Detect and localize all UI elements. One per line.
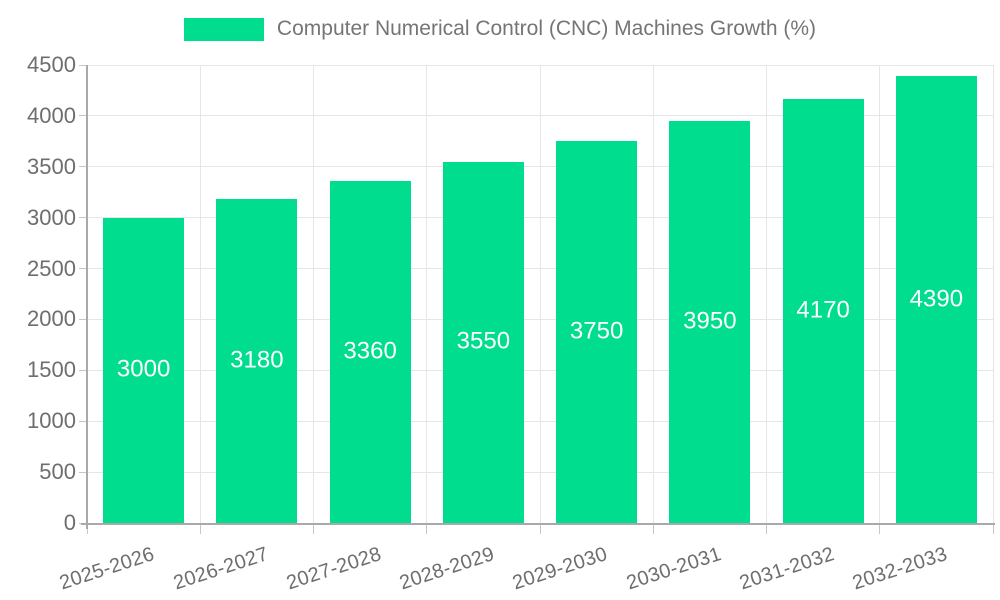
bar-value-label: 3360	[343, 337, 397, 365]
x-tick	[766, 525, 767, 534]
x-tick	[313, 525, 314, 534]
x-tick-label: 2030-2031	[623, 543, 724, 595]
x-tick-label: 2026-2027	[170, 543, 271, 595]
bar: 3750	[556, 141, 638, 523]
y-tick-label: 0	[63, 510, 76, 535]
y-axis-line	[86, 65, 88, 529]
legend-swatch	[183, 17, 264, 41]
y-tick-label: 4500	[27, 52, 76, 77]
bar: 3180	[216, 199, 298, 523]
x-tick-label: 2025-2026	[57, 543, 158, 595]
bar-value-label: 4390	[909, 285, 964, 313]
v-gridline	[426, 65, 428, 523]
x-tick	[992, 525, 994, 534]
bar: 3950	[669, 120, 751, 523]
bar: 4390	[895, 76, 977, 523]
bar: 3000	[103, 217, 185, 523]
v-gridline	[313, 65, 314, 523]
bar-value-label: 3750	[569, 317, 624, 345]
x-tick-label: 2031-2032	[736, 543, 837, 595]
bar: 3360	[329, 181, 411, 523]
y-tick-label: 1000	[27, 408, 76, 434]
x-tick-label: 2027-2028	[283, 543, 384, 595]
y-tick-label: 4000	[27, 102, 76, 128]
x-tick-label: 2028-2029	[396, 543, 498, 595]
x-tick	[879, 525, 881, 534]
x-tick	[426, 525, 428, 534]
v-gridline	[539, 65, 541, 523]
v-gridline	[652, 65, 654, 523]
x-tick	[652, 525, 654, 534]
legend[interactable]: Computer Numerical Control (CNC) Machine…	[0, 17, 1000, 41]
y-tick-label: 3500	[27, 153, 76, 179]
bar-value-label: 3000	[116, 355, 171, 383]
bar: 3550	[442, 161, 524, 523]
bar: 4170	[782, 98, 864, 523]
x-tick	[539, 525, 541, 534]
bar-value-label: 3180	[230, 346, 284, 374]
plot-area: 3000 3180 3360 3550 3750 3950 4170 4390	[81, 64, 995, 529]
v-gridline	[992, 65, 994, 523]
bar-value-label: 4170	[796, 296, 850, 324]
v-gridline	[879, 65, 881, 523]
y-tick-label: 500	[39, 459, 76, 485]
legend-label: Computer Numerical Control (CNC) Machine…	[276, 17, 817, 40]
y-tick-label: 2500	[27, 255, 76, 281]
bar-value-label: 3950	[683, 307, 737, 335]
x-axis-line	[81, 523, 995, 525]
x-tick-label: 2032-2033	[849, 543, 951, 595]
v-gridline	[766, 65, 767, 523]
x-tick	[199, 525, 201, 534]
bar-value-label: 3550	[456, 327, 511, 355]
y-tick-label: 2000	[27, 306, 76, 332]
x-tick-label: 2029-2030	[510, 543, 611, 595]
v-gridline	[199, 65, 201, 523]
y-tick-label: 3000	[27, 204, 76, 230]
y-tick-label: 1500	[27, 357, 76, 383]
